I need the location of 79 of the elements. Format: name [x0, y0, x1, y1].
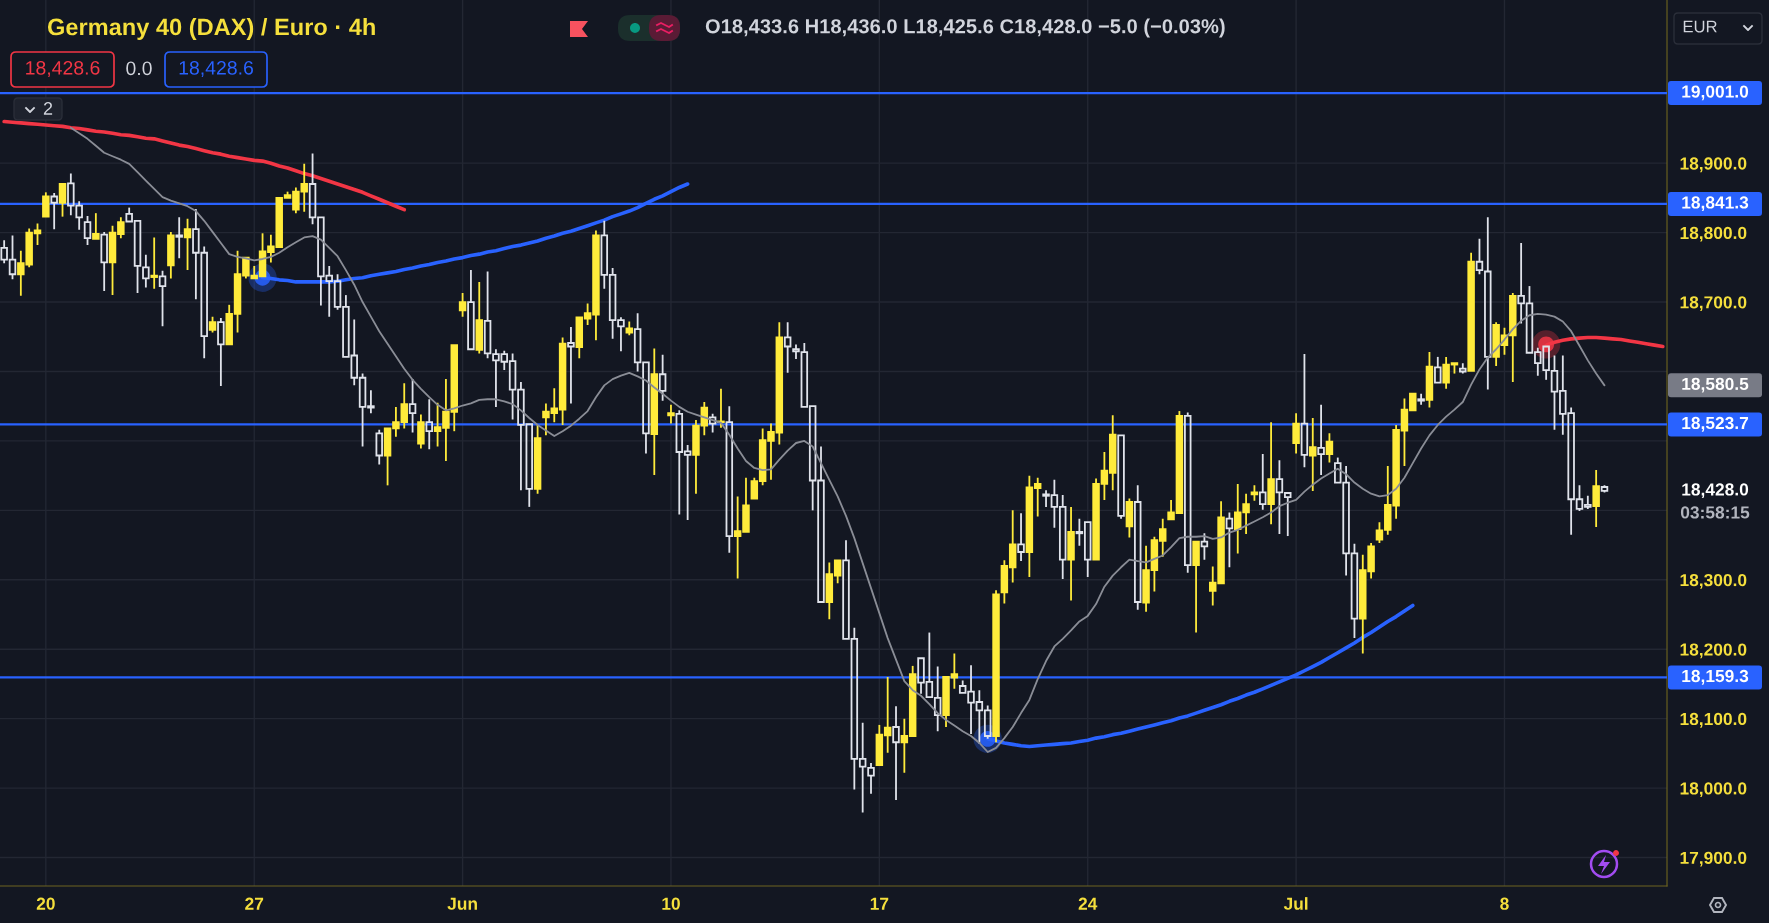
candlestick [1200, 532, 1209, 561]
candlestick [1309, 417, 1317, 492]
text: O18,433.6 H18,436.0 L18,425.6 C18,428.0 −5.0 (−0.03%) [705, 18, 1225, 38]
annotation: 0.0 [126, 61, 152, 76]
candlestick [217, 317, 225, 387]
candlestick [1509, 292, 1517, 383]
candlestick [1317, 403, 1325, 476]
text: EUR [1683, 20, 1717, 33]
candlestick [1475, 237, 1484, 276]
candlestick [1484, 216, 1492, 391]
candlestick [725, 405, 734, 554]
candlestick [1592, 469, 1600, 528]
y-tick-label: 18,300.0 [1680, 573, 1747, 589]
candlestick [650, 347, 659, 476]
y-tick-label: 18,100.0 [1680, 712, 1747, 728]
ref-line-label: 18,841.3 [1682, 196, 1749, 212]
candlestick [567, 326, 575, 405]
candlestick [158, 269, 167, 328]
candlestick [1067, 505, 1075, 602]
candlestick [375, 428, 383, 466]
candlestick [1183, 411, 1192, 574]
candlestick [1267, 421, 1275, 526]
candlestick [175, 216, 183, 260]
candlestick [1425, 351, 1434, 409]
candlestick [1259, 453, 1267, 511]
candlestick [475, 281, 484, 355]
x-tick-label: 17 [870, 897, 889, 910]
candlestick [42, 191, 50, 218]
candlestick [867, 762, 875, 795]
x-tick-label: 10 [662, 897, 680, 910]
y-tick-label: 18,900.0 [1680, 157, 1747, 173]
candlestick [1467, 251, 1475, 372]
candlestick [1017, 512, 1025, 562]
x-tick-label: 24 [1078, 897, 1098, 910]
text: Germany 40 (DAX) / Euro · 4h [47, 18, 375, 41]
candlestick [50, 192, 58, 231]
candlestick [467, 269, 475, 351]
candlestick [1192, 540, 1200, 634]
candlestick [92, 212, 100, 240]
annotation: 18,428.6 [179, 60, 253, 78]
text: 18,428.0 [1682, 483, 1749, 499]
candlestick [533, 424, 542, 495]
candlestick [1300, 353, 1309, 469]
candlestick [708, 412, 717, 434]
ref-line-label: 19,001.0 [1682, 85, 1749, 101]
candlestick [408, 378, 417, 434]
line-series [69, 126, 1606, 753]
candlestick [1434, 355, 1442, 384]
candlestick [1125, 497, 1134, 539]
candlestick [667, 403, 675, 425]
candlestick [892, 705, 900, 801]
x-tick-label: 8 [1500, 897, 1509, 910]
line-series [2, 119, 407, 212]
candlestick [150, 236, 158, 290]
y-tick-label: 18,800.0 [1680, 226, 1747, 242]
candlestick [425, 398, 433, 451]
ref-line-label: 18,523.7 [1682, 416, 1749, 432]
candlestick [658, 353, 667, 402]
x-tick-label: 27 [245, 897, 264, 910]
candlestick [183, 217, 192, 272]
candlestick [1292, 412, 1300, 455]
candlestick [1459, 362, 1467, 375]
candlestick [100, 231, 108, 292]
annotation: 18,428.6 [26, 60, 100, 78]
candlestick [167, 231, 175, 280]
y-tick-label: 18,000.0 [1680, 782, 1747, 798]
text: 03:58:15 [1680, 506, 1750, 519]
x-tick-label: Jun [447, 897, 477, 910]
y-tick-label: 18,200.0 [1680, 643, 1747, 659]
annotation: 2 [43, 102, 53, 115]
candlestick [1225, 511, 1234, 569]
candlestick [783, 321, 792, 374]
candlestick [1133, 484, 1142, 611]
x-tick-label: Jul [1283, 897, 1308, 910]
y-tick-label: 17,900.0 [1680, 851, 1747, 867]
y-tick-label: 18,700.0 [1680, 296, 1747, 312]
x-tick-label: 20 [36, 897, 55, 910]
ref-line-label: 18,159.3 [1682, 669, 1749, 685]
text: 18,580.5 [1682, 377, 1749, 393]
